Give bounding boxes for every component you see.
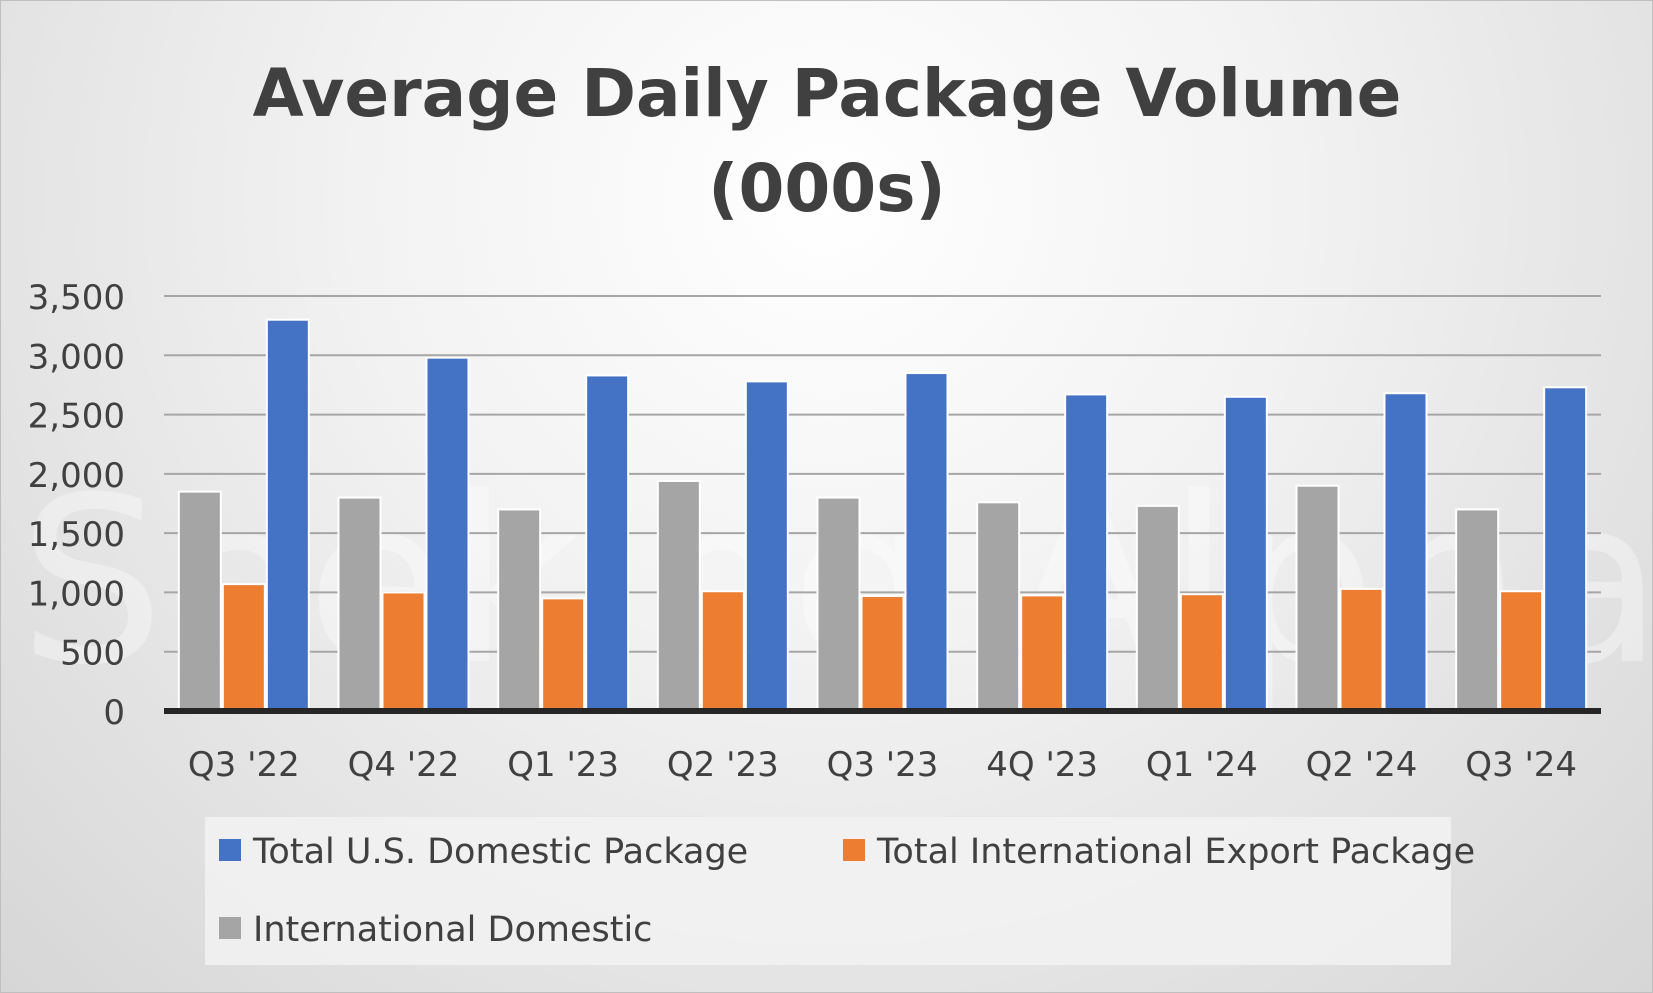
bar	[744, 380, 789, 712]
chart-title-line: (000s)	[708, 150, 945, 227]
legend-box	[205, 817, 1451, 965]
bar	[656, 479, 701, 712]
bar	[860, 594, 905, 712]
bar	[425, 356, 470, 712]
x-tick-label: Q3 '22	[188, 745, 300, 785]
y-tick-label: 1,500	[28, 515, 125, 555]
bar	[1543, 386, 1588, 712]
bar	[816, 496, 861, 713]
x-tick-label: Q4 '22	[348, 745, 460, 785]
bar	[1339, 587, 1384, 712]
bar	[1223, 395, 1268, 712]
bar	[337, 496, 382, 713]
legend-swatch	[843, 839, 865, 861]
x-tick-label: Q3 '23	[827, 745, 939, 785]
y-tick-label: 3,500	[28, 278, 125, 318]
bar	[497, 508, 542, 712]
bar	[221, 583, 266, 713]
chart-title-line: Average Daily Package Volume	[253, 55, 1402, 132]
bar	[1135, 504, 1180, 712]
bar	[1383, 392, 1428, 712]
y-tick-label: 0	[103, 693, 125, 733]
y-tick-label: 3,000	[28, 337, 125, 377]
bar	[1295, 484, 1340, 713]
bar	[541, 597, 586, 712]
y-tick-label: 1,000	[28, 574, 125, 614]
bar	[1179, 593, 1224, 713]
bar	[700, 590, 745, 712]
y-tick-label: 2,000	[28, 456, 125, 496]
x-tick-label: Q3 '24	[1465, 745, 1577, 785]
legend-swatch	[219, 917, 241, 939]
bar	[1020, 594, 1065, 713]
bar	[177, 490, 222, 712]
x-tick-label: Q1 '24	[1146, 745, 1258, 785]
bar	[1499, 590, 1544, 712]
legend-label: Total International Export Package	[876, 832, 1475, 872]
bar	[1064, 393, 1109, 712]
bar	[904, 372, 949, 712]
legend-swatch	[219, 839, 241, 861]
legend-label: International Domestic	[253, 910, 652, 950]
bar	[976, 501, 1021, 713]
bar	[265, 318, 310, 712]
bar	[381, 591, 426, 713]
y-tick-label: 500	[60, 634, 125, 674]
x-tick-label: Q2 '23	[667, 745, 779, 785]
x-tick-label: Q2 '24	[1306, 745, 1418, 785]
x-tick-label: 4Q '23	[986, 745, 1098, 785]
y-tick-label: 2,500	[28, 397, 125, 437]
x-tick-label: Q1 '23	[507, 745, 619, 785]
bar	[585, 374, 630, 712]
bar	[1455, 508, 1500, 712]
legend-label: Total U.S. Domestic Package	[252, 832, 748, 872]
